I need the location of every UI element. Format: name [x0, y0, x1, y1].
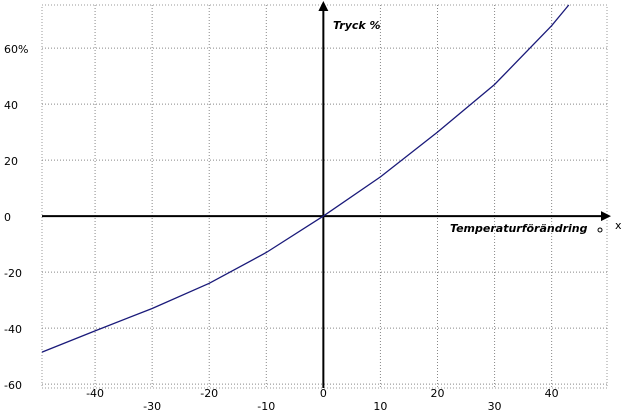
y-axis-label: Tryck %: [333, 19, 381, 32]
degree-symbol: [597, 227, 603, 233]
x-tick-label: -40: [86, 387, 104, 400]
x-tick-label: -30: [143, 400, 161, 413]
y-tick-label: -20: [4, 267, 22, 280]
y-tick-label: 0: [4, 211, 11, 224]
y-tick-label: -40: [4, 323, 22, 336]
data-line: [41, 4, 570, 353]
x-tick-label: 40: [545, 387, 559, 400]
y-tick-label: -60: [4, 379, 22, 392]
x-tick-label: 20: [431, 387, 445, 400]
x-tick-label: 30: [488, 400, 502, 413]
y-tick-label: 60%: [4, 43, 28, 56]
x-tick-label: -10: [257, 400, 275, 413]
x-tick-label: -20: [200, 387, 218, 400]
x-axis-label: Temperaturförändring: [450, 222, 588, 235]
x-tick-label: 0: [320, 387, 327, 400]
x-axis-symbol: x: [615, 219, 622, 232]
y-tick-label: 40: [4, 99, 18, 112]
y-tick-label: 20: [4, 155, 18, 168]
x-tick-label: 10: [373, 400, 387, 413]
plot-frame: [41, 4, 608, 389]
